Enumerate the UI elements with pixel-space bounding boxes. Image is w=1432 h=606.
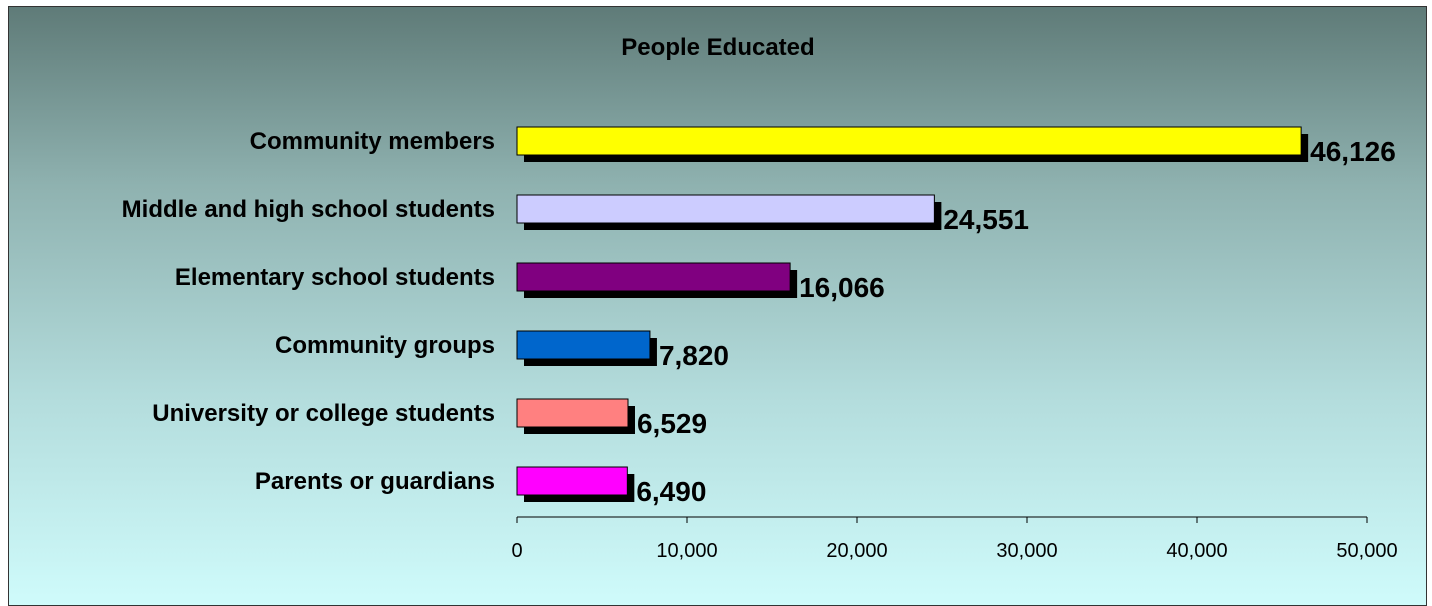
value-label: 46,126 <box>1310 136 1396 167</box>
bar <box>516 194 935 224</box>
category-label: Community members <box>250 128 495 155</box>
category-label: University or college students <box>152 400 495 427</box>
bar-chart: People Educated Community members 46,126 M… <box>122 34 1398 562</box>
category-label: Parents or guardians <box>255 468 495 495</box>
value-label: 6,490 <box>636 476 706 507</box>
x-tick-label: 30,000 <box>996 540 1057 562</box>
x-axis: 0 10,000 20,000 30,000 40,000 50,000 <box>511 516 1398 562</box>
value-label: 7,820 <box>659 340 729 371</box>
category-label: Community groups <box>275 332 495 359</box>
bar <box>516 466 628 496</box>
x-tick-label: 10,000 <box>656 540 717 562</box>
x-tick-label: 0 <box>511 540 522 562</box>
bar <box>516 262 791 292</box>
chart-area: People Educated Community members 46,126 M… <box>8 6 1427 606</box>
value-label: 24,551 <box>943 204 1029 235</box>
x-tick-label: 20,000 <box>826 540 887 562</box>
category-label: Middle and high school students <box>122 196 495 223</box>
bar <box>516 126 1302 156</box>
category-label: Elementary school students <box>175 264 495 291</box>
x-tick-label: 40,000 <box>1166 540 1227 562</box>
bars-layer: Community members 46,126 Middle and high s… <box>122 126 1396 507</box>
x-tick-label: 50,000 <box>1336 540 1397 562</box>
chart-title: People Educated <box>621 34 814 61</box>
bar <box>516 330 651 360</box>
value-label: 16,066 <box>799 272 885 303</box>
value-label: 6,529 <box>637 408 707 439</box>
bar <box>516 398 629 428</box>
